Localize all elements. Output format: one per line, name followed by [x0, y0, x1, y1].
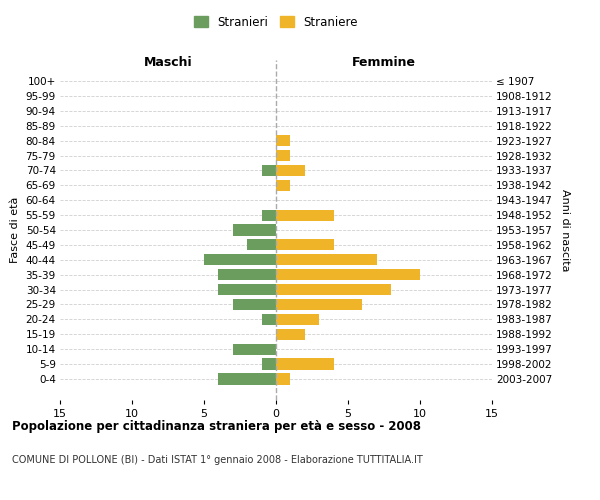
Bar [276, 210, 334, 220]
Legend: Stranieri, Straniere: Stranieri, Straniere [189, 11, 363, 34]
Bar [276, 135, 290, 146]
Text: COMUNE DI POLLONE (BI) - Dati ISTAT 1° gennaio 2008 - Elaborazione TUTTITALIA.IT: COMUNE DI POLLONE (BI) - Dati ISTAT 1° g… [12, 455, 423, 465]
Bar [233, 224, 276, 235]
Bar [276, 314, 319, 325]
Bar [247, 240, 276, 250]
Text: Maschi: Maschi [143, 56, 193, 69]
Bar [218, 284, 276, 295]
Y-axis label: Anni di nascita: Anni di nascita [560, 188, 569, 271]
Text: Femmine: Femmine [352, 56, 416, 69]
Bar [276, 180, 290, 191]
Bar [262, 165, 276, 176]
Bar [262, 210, 276, 220]
Bar [218, 269, 276, 280]
Text: Popolazione per cittadinanza straniera per età e sesso - 2008: Popolazione per cittadinanza straniera p… [12, 420, 421, 433]
Bar [276, 269, 420, 280]
Bar [262, 314, 276, 325]
Y-axis label: Fasce di età: Fasce di età [10, 197, 20, 263]
Bar [276, 358, 334, 370]
Bar [276, 150, 290, 161]
Bar [276, 374, 290, 384]
Bar [218, 374, 276, 384]
Bar [276, 254, 377, 266]
Bar [233, 299, 276, 310]
Bar [204, 254, 276, 266]
Bar [262, 358, 276, 370]
Bar [276, 328, 305, 340]
Bar [276, 299, 362, 310]
Bar [276, 284, 391, 295]
Bar [276, 165, 305, 176]
Bar [233, 344, 276, 355]
Bar [276, 240, 334, 250]
